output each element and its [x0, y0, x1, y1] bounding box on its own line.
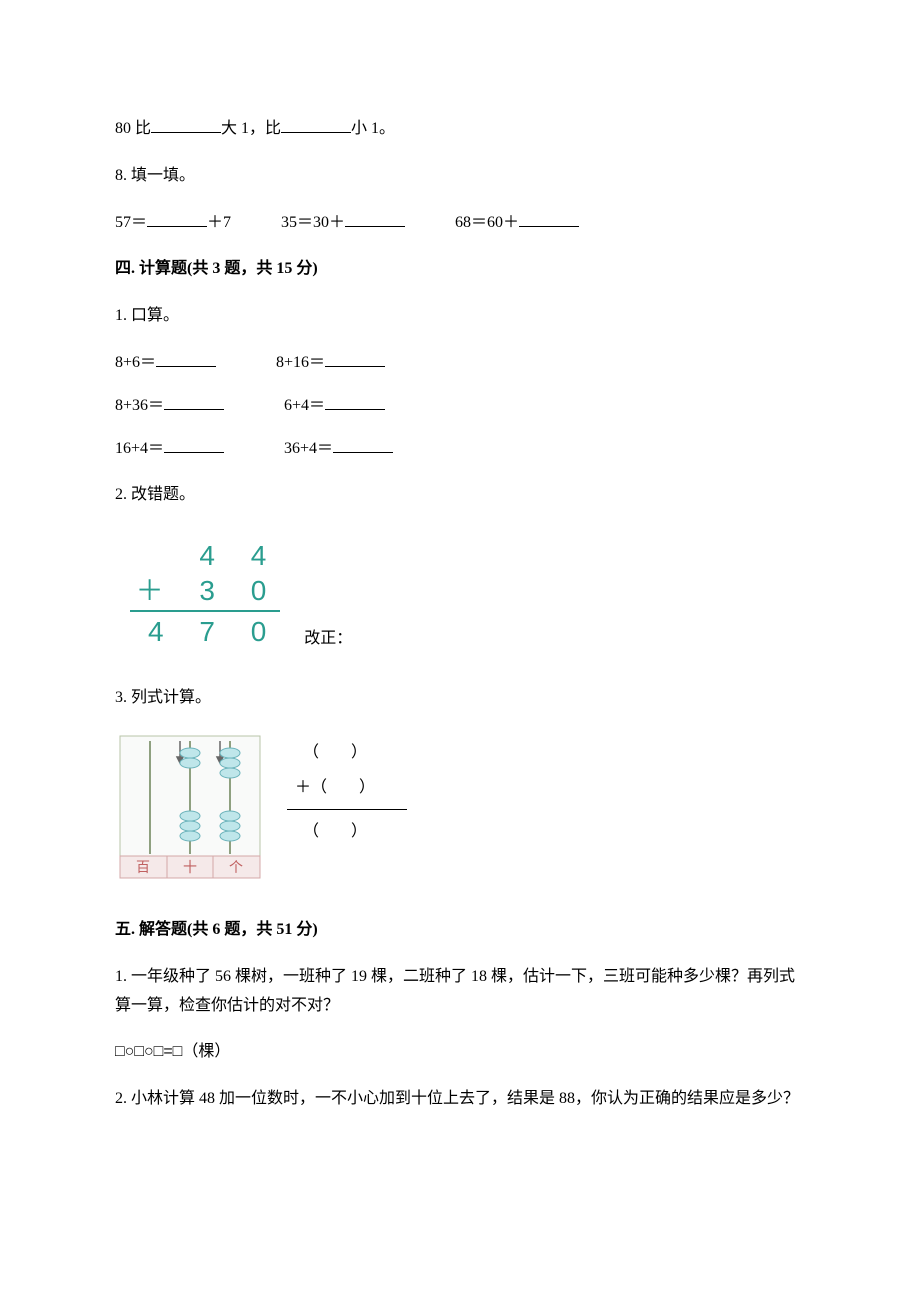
- q8-item2: 35＝30＋: [281, 209, 405, 238]
- calc-row-1: 8+6＝ 8+16＝: [115, 349, 805, 378]
- va-line1: 4 4: [130, 538, 280, 573]
- q8-blank1[interactable]: [147, 211, 207, 227]
- q8-items: 57＝＋7 35＝30＋ 68＝60＋: [115, 209, 805, 238]
- calc-blank[interactable]: [333, 437, 393, 453]
- q7-prefix: 80 比: [115, 120, 151, 137]
- calc-row-2: 8+36＝ 6+4＝: [115, 392, 805, 421]
- sec5-q1-shapes: □○□○□=□（棵）: [115, 1038, 805, 1067]
- paren-equation: （ ） ＋（ ） （ ）: [295, 731, 407, 850]
- sec5-q1-text: 1. 一年级种了 56 棵树，一班种了 19 棵，二班种了 18 棵，估计一下，…: [115, 963, 805, 1021]
- abacus-figure: 百 十 个 （ ） ＋（ ） （ ）: [115, 731, 805, 881]
- sec4-q1-title: 1. 口算。: [115, 302, 805, 331]
- q7-line: 80 比 大 1，比 小 1。: [115, 115, 805, 144]
- va-line2: ＋ 3 0: [130, 573, 280, 608]
- q7-blank2[interactable]: [281, 117, 351, 133]
- correction-label: 改正：: [304, 625, 352, 654]
- sec4-title: 四. 计算题(共 3 题，共 15 分): [115, 255, 805, 284]
- abacus-icon: 百 十 个: [115, 731, 265, 881]
- calc-blank[interactable]: [164, 394, 224, 410]
- svg-text:十: 十: [183, 860, 197, 876]
- calc-blank[interactable]: [325, 351, 385, 367]
- q7-blank1[interactable]: [151, 117, 221, 133]
- svg-text:百: 百: [136, 860, 150, 876]
- sec4-q3-title: 3. 列式计算。: [115, 684, 805, 713]
- calc-blank[interactable]: [325, 394, 385, 410]
- q8-blank3[interactable]: [519, 211, 579, 227]
- calc-row-3: 16+4＝ 36+4＝: [115, 435, 805, 464]
- q7-mid: 大 1，比: [221, 120, 281, 137]
- calc-blank[interactable]: [164, 437, 224, 453]
- sec4-q2-title: 2. 改错题。: [115, 481, 805, 510]
- vertical-addition: 4 4 ＋ 3 0 4 7 0 改正：: [115, 528, 805, 654]
- q8-blank2[interactable]: [345, 211, 405, 227]
- va-line3: 4 7 0: [130, 610, 280, 649]
- q7-suffix: 小 1。: [351, 120, 395, 137]
- q8-item1: 57＝＋7: [115, 209, 231, 238]
- svg-text:个: 个: [229, 860, 243, 876]
- q8-item3: 68＝60＋: [455, 209, 579, 238]
- calc-blank[interactable]: [156, 351, 216, 367]
- q8-title: 8. 填一填。: [115, 162, 805, 191]
- sec5-title: 五. 解答题(共 6 题，共 51 分): [115, 916, 805, 945]
- sec5-q2-text: 2. 小林计算 48 加一位数时，一不小心加到十位上去了，结果是 88，你认为正…: [115, 1085, 805, 1114]
